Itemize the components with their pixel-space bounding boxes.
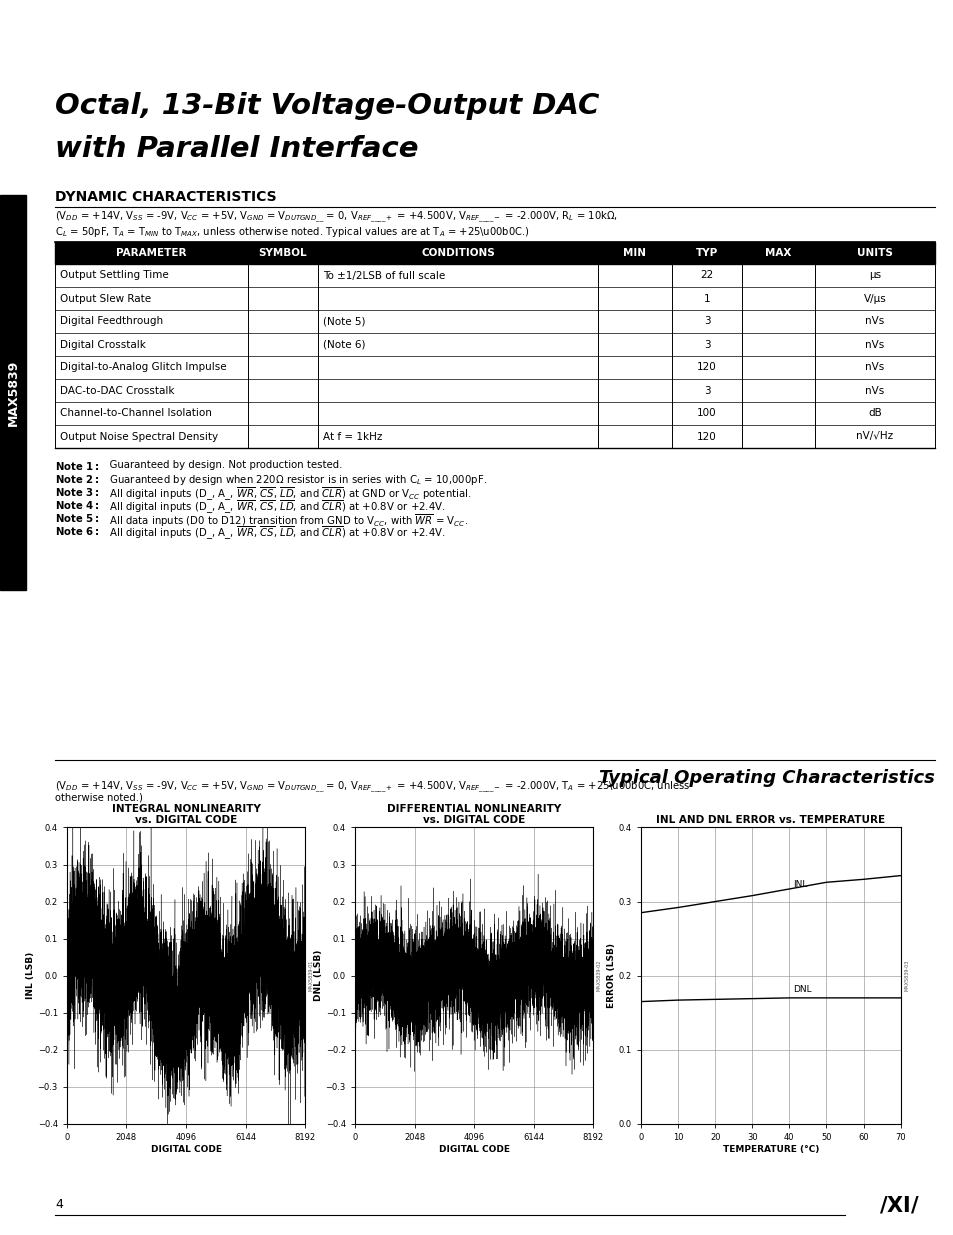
Text: nVs: nVs (864, 316, 883, 326)
Bar (55, 425, 934, 448)
Text: $\bf{Note\ 1:}$: $\bf{Note\ 1:}$ (55, 459, 99, 472)
Title: INL AND DNL ERROR vs. TEMPERATURE: INL AND DNL ERROR vs. TEMPERATURE (656, 815, 884, 825)
Text: 3: 3 (703, 316, 710, 326)
Text: Octal, 13-Bit Voltage-Output DAC: Octal, 13-Bit Voltage-Output DAC (55, 91, 598, 120)
Text: 100: 100 (697, 409, 716, 419)
Text: $\bf{Note\ 5:}$: $\bf{Note\ 5:}$ (55, 513, 99, 524)
Text: nV/√Hz: nV/√Hz (856, 431, 893, 441)
Bar (0, 195, 26, 590)
Text: Output Slew Rate: Output Slew Rate (60, 294, 151, 304)
Text: MAX: MAX (764, 248, 791, 258)
Text: nVs: nVs (864, 385, 883, 395)
Text: 4: 4 (55, 1198, 63, 1212)
Text: nVs: nVs (864, 363, 883, 373)
Text: MIN: MIN (623, 248, 646, 258)
Bar (55, 242, 934, 264)
Title: DIFFERENTIAL NONLINEARITY
vs. DIGITAL CODE: DIFFERENTIAL NONLINEARITY vs. DIGITAL CO… (387, 804, 560, 825)
Text: $\mathbf{/\/\!XI/\/}$: $\mathbf{/\/\!XI/\/}$ (879, 1194, 920, 1215)
Title: INTEGRAL NONLINEARITY
vs. DIGITAL CODE: INTEGRAL NONLINEARITY vs. DIGITAL CODE (112, 804, 260, 825)
Text: Output Settling Time: Output Settling Time (60, 270, 169, 280)
Text: To ±1/2LSB of full scale: To ±1/2LSB of full scale (323, 270, 445, 280)
Text: Digital-to-Analog Glitch Impulse: Digital-to-Analog Glitch Impulse (60, 363, 227, 373)
Bar (55, 356, 934, 379)
Text: C$_L$ = 50pF, T$_A$ = T$_{MIN}$ to T$_{MAX}$, unless otherwise noted. Typical va: C$_L$ = 50pF, T$_A$ = T$_{MIN}$ to T$_{M… (55, 225, 529, 240)
Text: (Note 6): (Note 6) (323, 340, 365, 350)
Text: μs: μs (868, 270, 881, 280)
Text: MAX5839-02: MAX5839-02 (597, 960, 601, 992)
Text: DYNAMIC CHARACTERISTICS: DYNAMIC CHARACTERISTICS (55, 190, 276, 204)
Text: CONDITIONS: CONDITIONS (420, 248, 495, 258)
Text: PARAMETER: PARAMETER (116, 248, 187, 258)
Y-axis label: DNL (LSB): DNL (LSB) (314, 950, 322, 1002)
Text: Typical Operating Characteristics: Typical Operating Characteristics (598, 769, 934, 787)
Y-axis label: INL (LSB): INL (LSB) (26, 952, 34, 999)
Text: All data inputs (D0 to D12) transition from GND to V$_{CC}$, with $\overline{WR}: All data inputs (D0 to D12) transition f… (103, 513, 468, 529)
Text: Channel-to-Channel Isolation: Channel-to-Channel Isolation (60, 409, 212, 419)
Text: Output Noise Spectral Density: Output Noise Spectral Density (60, 431, 218, 441)
Text: DNL: DNL (792, 986, 811, 994)
Text: MAX5839-01: MAX5839-01 (309, 960, 314, 992)
Text: 22: 22 (700, 270, 713, 280)
X-axis label: DIGITAL CODE: DIGITAL CODE (151, 1145, 221, 1153)
Text: (V$_{DD}$ = +14V, V$_{SS}$ = -9V, V$_{CC}$ = +5V, V$_{GND}$ = V$_{DUTGND\_\_}$ =: (V$_{DD}$ = +14V, V$_{SS}$ = -9V, V$_{CC… (55, 210, 618, 225)
Bar (55, 403, 934, 425)
Text: Digital Feedthrough: Digital Feedthrough (60, 316, 163, 326)
Text: (V$_{DD}$ = +14V, V$_{SS}$ = -9V, V$_{CC}$ = +5V, V$_{GND}$ = V$_{DUTGND\_\_}$ =: (V$_{DD}$ = +14V, V$_{SS}$ = -9V, V$_{CC… (55, 781, 690, 795)
Text: 120: 120 (697, 363, 716, 373)
Text: Digital Crosstalk: Digital Crosstalk (60, 340, 146, 350)
Text: At f = 1kHz: At f = 1kHz (323, 431, 382, 441)
Text: nVs: nVs (864, 340, 883, 350)
Text: Guaranteed by design when 220$\Omega$ resistor is in series with C$_L$ = 10,000p: Guaranteed by design when 220$\Omega$ re… (103, 473, 487, 487)
X-axis label: TEMPERATURE (°C): TEMPERATURE (°C) (721, 1145, 819, 1153)
Text: V/μs: V/μs (862, 294, 885, 304)
X-axis label: DIGITAL CODE: DIGITAL CODE (438, 1145, 509, 1153)
Text: MAX5839-03: MAX5839-03 (903, 960, 908, 992)
Bar (55, 287, 934, 310)
Text: UNITS: UNITS (856, 248, 892, 258)
Bar (55, 310, 934, 333)
Text: otherwise noted.): otherwise noted.) (55, 793, 143, 803)
Text: 1: 1 (703, 294, 710, 304)
Text: All digital inputs (D_, A_, $\overline{WR}$, $\overline{CS}$, $\overline{LD}$, a: All digital inputs (D_, A_, $\overline{W… (103, 525, 445, 542)
Text: SYMBOL: SYMBOL (258, 248, 307, 258)
Bar (55, 379, 934, 403)
Text: Guaranteed by design. Not production tested.: Guaranteed by design. Not production tes… (103, 459, 342, 471)
Text: TYP: TYP (695, 248, 718, 258)
Y-axis label: ERROR (LSB): ERROR (LSB) (606, 944, 616, 1008)
Text: $\bf{Note\ 4:}$: $\bf{Note\ 4:}$ (55, 499, 99, 511)
Text: DAC-to-DAC Crosstalk: DAC-to-DAC Crosstalk (60, 385, 174, 395)
Text: MAX5839: MAX5839 (7, 359, 19, 426)
Text: 3: 3 (703, 385, 710, 395)
Text: with Parallel Interface: with Parallel Interface (55, 135, 418, 163)
Text: 3: 3 (703, 340, 710, 350)
Text: INL: INL (792, 879, 806, 889)
Text: $\bf{Note\ 2:}$: $\bf{Note\ 2:}$ (55, 473, 99, 485)
Text: dB: dB (867, 409, 881, 419)
Text: $\bf{Note\ 6:}$: $\bf{Note\ 6:}$ (55, 525, 99, 537)
Bar (55, 333, 934, 356)
Bar (55, 264, 934, 287)
Text: All digital inputs (D_, A_, $\overline{WR}$, $\overline{CS}$, $\overline{LD}$, a: All digital inputs (D_, A_, $\overline{W… (103, 487, 471, 504)
Text: $\bf{Note\ 3:}$: $\bf{Note\ 3:}$ (55, 487, 99, 498)
Text: (Note 5): (Note 5) (323, 316, 365, 326)
Text: 120: 120 (697, 431, 716, 441)
Text: All digital inputs (D_, A_, $\overline{WR}$, $\overline{CS}$, $\overline{LD}$, a: All digital inputs (D_, A_, $\overline{W… (103, 499, 445, 516)
